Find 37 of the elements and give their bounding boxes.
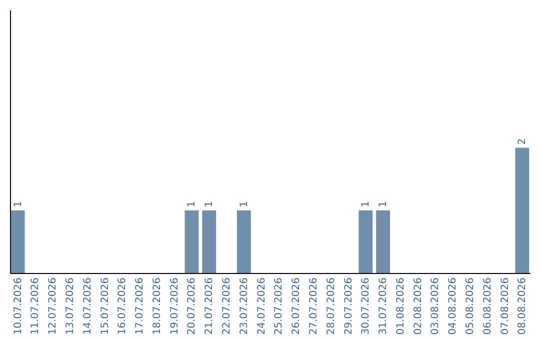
data-label: 1 (204, 201, 216, 208)
x-tick-label: 01.08.2026 (395, 278, 406, 335)
data-label: 1 (378, 201, 390, 208)
x-tick-label: 12.07.2026 (48, 278, 59, 335)
x-tick-label: 16.07.2026 (117, 278, 128, 335)
x-tick-label: 22.07.2026 (222, 278, 233, 335)
x-tick-label: 14.07.2026 (82, 278, 94, 335)
x-tick-label: 19.07.2026 (169, 278, 180, 335)
data-label: 1 (12, 201, 24, 208)
x-tick-label: 30.07.2026 (360, 278, 372, 335)
x-tick-label: 02.08.2026 (412, 278, 424, 335)
x-tick-label: 03.08.2026 (430, 278, 442, 335)
data-label: 1 (360, 201, 372, 208)
x-tick-label: 13.07.2026 (65, 278, 76, 335)
x-tick-label: 07.08.2026 (500, 278, 511, 335)
x-tick-label: 28.07.2026 (326, 278, 337, 335)
x-tick-label: 24.07.2026 (256, 278, 268, 335)
data-label: 1 (238, 201, 250, 208)
x-tick-label: 08.08.2026 (517, 278, 528, 335)
x-tick-label: 18.07.2026 (152, 278, 163, 335)
data-label: 2 (517, 138, 528, 145)
x-tick-label: 06.08.2026 (482, 278, 494, 335)
x-tick-label: 23.07.2026 (238, 278, 250, 335)
x-tick-label: 25.07.2026 (274, 278, 285, 335)
x-tick-label: 15.07.2026 (100, 278, 111, 335)
x-tick-label: 17.07.2026 (134, 278, 146, 335)
x-tick-label: 10.07.2026 (12, 278, 24, 335)
x-tick-label: 31.07.2026 (378, 278, 390, 335)
x-tick-label: 26.07.2026 (291, 278, 302, 335)
data-label: 1 (186, 201, 198, 208)
x-tick-label: 27.07.2026 (308, 278, 320, 335)
x-tick-label: 29.07.2026 (343, 278, 354, 335)
x-tick-label: 04.08.2026 (448, 278, 459, 335)
x-tick-label: 21.07.2026 (204, 278, 216, 335)
x-tick-label: 11.07.2026 (30, 278, 42, 335)
x-tick-label: 20.07.2026 (186, 278, 198, 335)
x-tick-label: 05.08.2026 (465, 278, 476, 335)
